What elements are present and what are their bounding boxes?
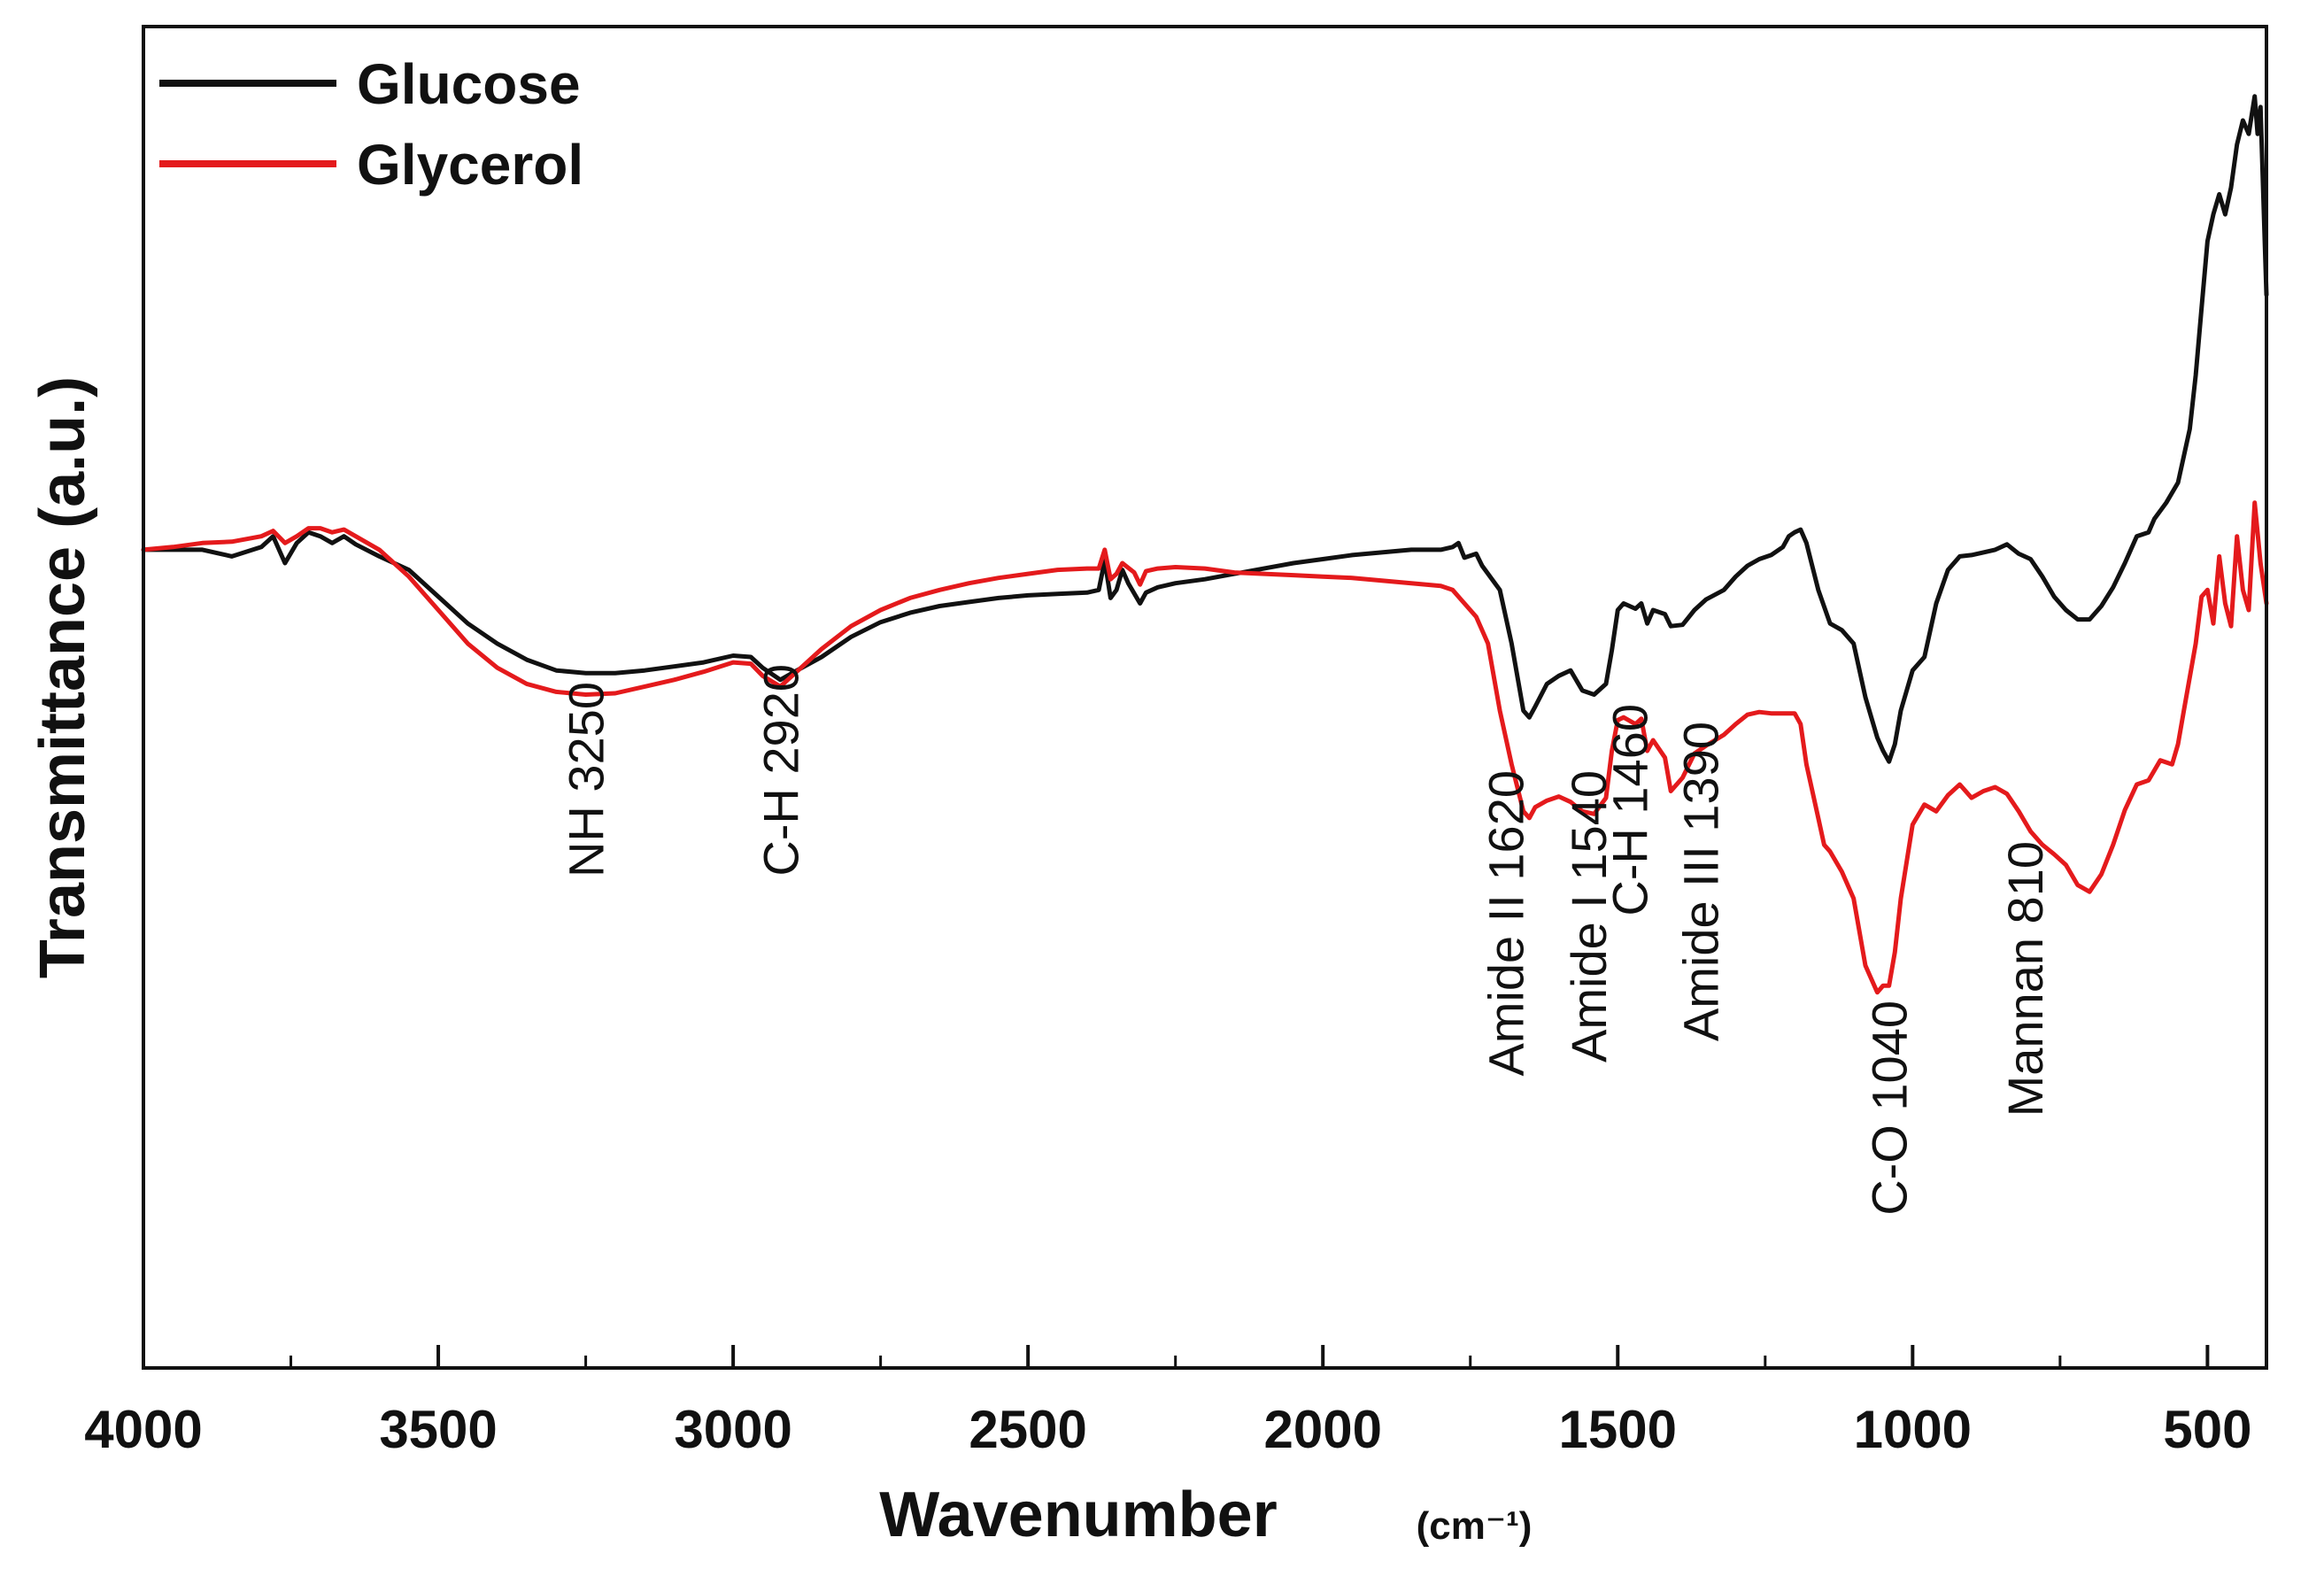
peak-annotation: Mannan 810 (1997, 841, 2053, 1117)
series-line-glucose (141, 94, 2269, 764)
x-tick-label: 3000 (674, 1400, 791, 1459)
legend: Glucose Glycerol (159, 52, 583, 197)
y-axis-title: Transmittance (a.u.) (27, 376, 98, 978)
x-tick-label: 1000 (1854, 1400, 1972, 1459)
peak-annotation: Amide I 1540 (1561, 770, 1617, 1062)
peak-annotation: Amide III 1390 (1673, 722, 1729, 1041)
peak-annotation: C-H 1460 (1602, 704, 1658, 916)
axes-layer: 4000 3500 3000 2500 2000 1500 1000 500 (84, 25, 2268, 1459)
annotation-layer: NH 3250 C-H 2920 Amide II 1620 Amide I 1540… (559, 664, 2053, 1216)
x-tick-label: 500 (2163, 1400, 2251, 1459)
peak-annotation: C-H 2920 (753, 664, 808, 877)
peak-annotation: Amide II 1620 (1479, 770, 1534, 1077)
series-line-glycerol (141, 500, 2269, 995)
plot-frame (142, 25, 2268, 1370)
series-layer (141, 94, 2269, 995)
x-tick-label: 2000 (1263, 1400, 1381, 1459)
x-tick-label: 1500 (1559, 1400, 1677, 1459)
legend-label-glycerol: Glycerol (357, 133, 583, 197)
peak-annotation: C-O 1040 (1862, 1001, 1918, 1216)
x-axis-unit: (cm⁻¹) (1417, 1504, 1533, 1548)
x-tick-label: 2500 (969, 1400, 1086, 1459)
x-tick-label: 3500 (379, 1400, 497, 1459)
peak-annotation: NH 3250 (559, 682, 614, 877)
x-tick-label: 4000 (84, 1400, 202, 1459)
x-axis-title: Wavenumber (879, 1480, 1277, 1550)
legend-label-glucose: Glucose (357, 52, 581, 116)
